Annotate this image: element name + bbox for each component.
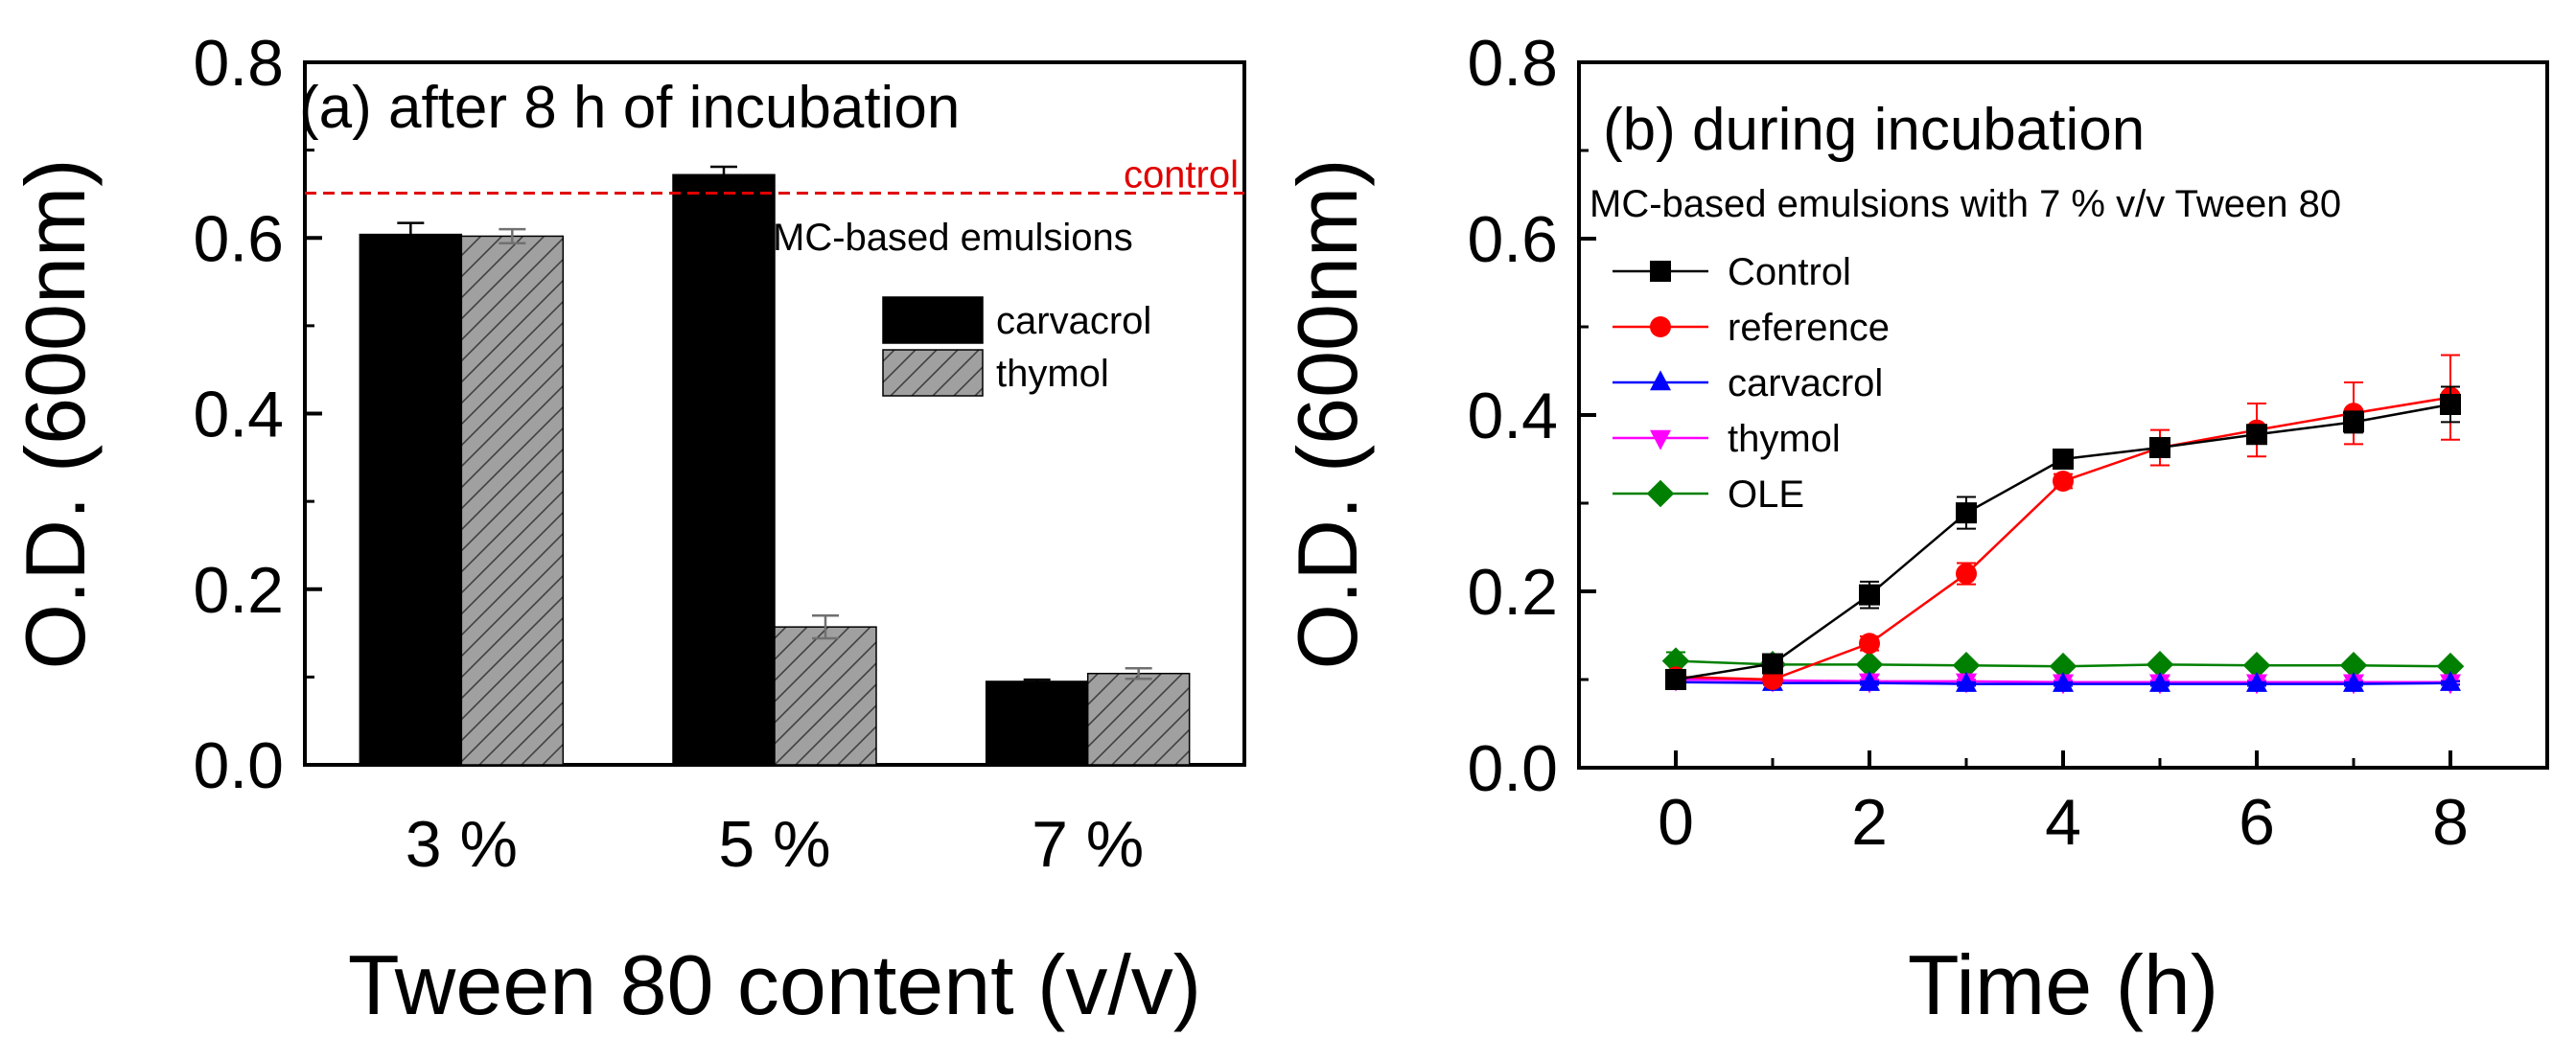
panel-b-point-reference (1859, 633, 1880, 655)
panel-b-point-Control (2246, 424, 2267, 446)
panel-a-errorbar (499, 227, 526, 244)
panel-b-legend-label: reference (1728, 307, 1890, 349)
panel-a-ytick-label: 0.4 (193, 379, 284, 451)
panel-a-errorbar (1125, 666, 1152, 680)
panel-b-ytick-label: 0.0 (1467, 732, 1558, 805)
panel-b-point-carvacrol (1956, 671, 1977, 692)
panel-b-point-OLE (2242, 651, 2271, 680)
panel-b-xtick-label: 2 (1851, 786, 1888, 859)
panel-b-ytick-label: 0.4 (1467, 380, 1558, 452)
panel-b-point-Control (2440, 393, 2461, 415)
panel-a-plot: 0.0 0.2 0.4 0.6 0.8 3 % 5 % 7 % control carvacrol… (193, 27, 1244, 881)
panel-b-point-Control (1956, 502, 1977, 524)
panel-a-bar-carvacrol (359, 233, 463, 766)
panel-b-point-Control (1859, 584, 1880, 606)
panel-b-point-carvacrol (2053, 671, 2074, 692)
panel-b-legend-marker (1650, 429, 1671, 450)
panel-a-bar-carvacrol (985, 680, 1089, 766)
panel-b-xtick-label: 8 (2432, 786, 2469, 859)
panel-b-legend-label: Control (1728, 251, 1851, 293)
panel-a-errorbar (710, 165, 737, 184)
panel-b-xtick-label: 0 (1658, 786, 1694, 859)
panel-b-legend-marker (1650, 316, 1671, 337)
panel-b-xlabel: Time (h) (1908, 937, 2218, 1032)
panel-a-title: (a) after 8 h of incubation (299, 75, 960, 141)
panel-b-legend-marker (1646, 479, 1675, 508)
panel-b-point-carvacrol (2440, 671, 2461, 691)
panel-b-legend-label: OLE (1728, 473, 1804, 516)
panel-a-legend-swatch (882, 349, 984, 397)
panel-a-errorbar (812, 613, 839, 640)
panel-b-xtick-label: 6 (2239, 786, 2275, 859)
panel-a-xlabel: Tween 80 content (v/v) (348, 937, 1201, 1032)
panel-b-point-Control (1665, 669, 1686, 690)
panel-a-legend-label: carvacrol (996, 300, 1151, 342)
panel-b-ytick-label: 0.8 (1467, 27, 1558, 100)
panel-b-point-Control (2053, 449, 2074, 470)
panel-b-point-Control (2149, 437, 2170, 459)
panel-b-xtick-label: 4 (2045, 786, 2081, 859)
panel-b-point-carvacrol (2246, 671, 2267, 692)
panel-a-ytick-label: 0.8 (193, 27, 284, 100)
panel-b-legend-label: carvacrol (1728, 362, 1883, 404)
panel-b-ytick-label: 0.2 (1467, 556, 1558, 629)
panel-a-ytick-label: 0.2 (193, 554, 284, 627)
panel-b-point-OLE (2339, 651, 2368, 680)
panel-b-point-OLE (2146, 651, 2174, 679)
panel-b-point-reference (1762, 669, 1783, 690)
panel-b-point-OLE (1661, 647, 1690, 675)
panel-b-plot: 0.0 0.2 0.4 0.6 0.8 0 2 4 6 8 Control reference carv… (1467, 27, 2468, 859)
panel-b-point-carvacrol (2343, 671, 2364, 692)
panel-a-control-label: control (1124, 154, 1239, 196)
panel-b-point-OLE (2049, 652, 2077, 680)
panel-b-point-Control (1762, 653, 1783, 675)
panel-a-legend-swatch (882, 296, 984, 344)
panel-b-point-Control (2343, 411, 2364, 433)
panel-a-xtick-label: 5 % (718, 808, 830, 881)
panel-a-ytick-label: 0.6 (193, 202, 284, 275)
panel-b-title: (b) during incubation (1603, 97, 2145, 163)
panel-a-bar-thymol (1086, 672, 1191, 766)
panel-b-legend-marker (1650, 261, 1671, 282)
panel-a-errorbar (1023, 678, 1051, 685)
panel-a-legend-label: thymol (996, 353, 1109, 395)
panel-b-subtitle: MC-based emulsions with 7 % v/v Tween 80 (1590, 183, 2341, 225)
panel-a-xtick-label: 3 % (406, 808, 518, 881)
panel-b-point-OLE (1952, 651, 1981, 680)
panel-b-point-carvacrol (2149, 671, 2170, 692)
panel-b-point-OLE (1855, 651, 1884, 679)
panel-b-point-reference (2053, 471, 2074, 492)
panel-b-point-OLE (2436, 652, 2465, 680)
panel-a-errorbar (397, 221, 425, 247)
panel-b-legend-label: thymol (1728, 418, 1841, 460)
panel-a-annotation: MC-based emulsions (773, 217, 1133, 259)
panel-b-legend-marker (1650, 370, 1671, 391)
panel-a-bar-carvacrol (672, 173, 776, 766)
panel-a-ylabel: O.D. (600nm) (8, 158, 103, 669)
panel-a-ytick-label: 0.0 (193, 729, 284, 802)
panel-b-point-carvacrol (1859, 671, 1880, 691)
panel-a-xtick-label: 7 % (1032, 808, 1144, 881)
panel-a-bar-thymol (774, 626, 877, 766)
panel-b-point-reference (1956, 563, 1977, 585)
panel-b-ylabel: O.D. (600nm) (1280, 158, 1375, 669)
panel-b-ytick-label: 0.6 (1467, 203, 1558, 276)
panel-a-bar-thymol (460, 235, 565, 766)
